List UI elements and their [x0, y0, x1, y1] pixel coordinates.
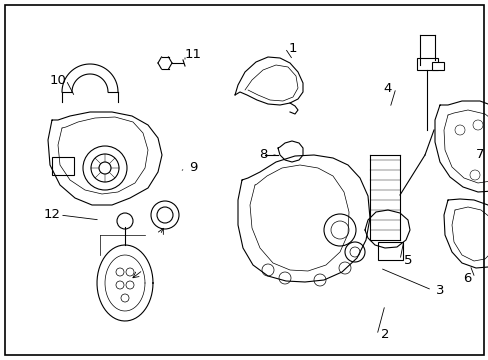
Text: 2: 2	[380, 328, 388, 342]
Text: 6: 6	[462, 271, 470, 284]
Text: 12: 12	[43, 208, 61, 221]
Bar	[431, 62, 443, 70]
Text: 7: 7	[475, 148, 483, 162]
Text: 4: 4	[383, 81, 391, 94]
Text: 8: 8	[258, 148, 266, 162]
Bar	[377, 242, 402, 260]
Text: 5: 5	[403, 253, 411, 266]
Text: 9: 9	[188, 162, 197, 175]
Text: 3: 3	[435, 284, 443, 297]
Text: 11: 11	[184, 49, 201, 62]
Text: 1: 1	[288, 41, 297, 54]
Bar	[52, 157, 74, 175]
Text: 10: 10	[49, 73, 66, 86]
Bar	[416, 58, 437, 70]
